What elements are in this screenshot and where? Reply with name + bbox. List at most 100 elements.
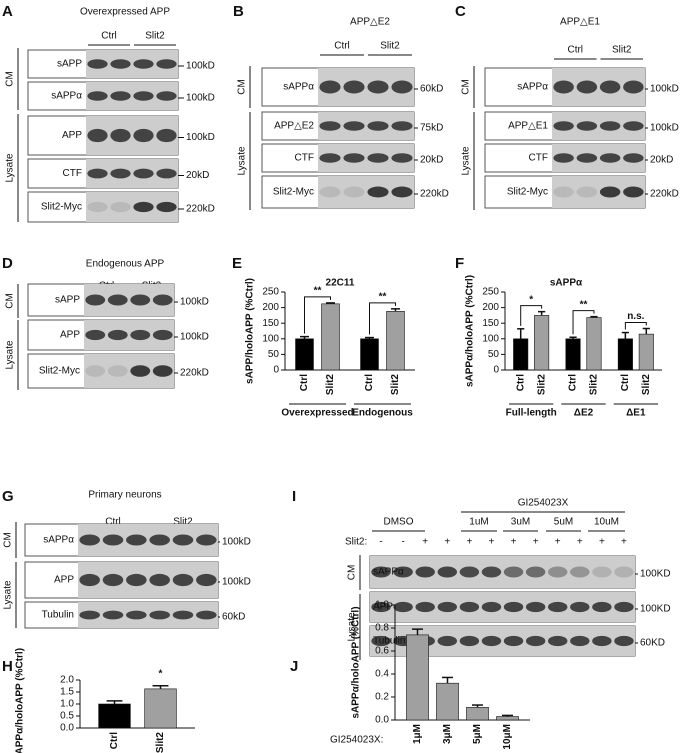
band (319, 153, 341, 163)
bar (513, 338, 529, 371)
slit-sign: + (511, 537, 517, 548)
marker-label: 220kD (650, 189, 679, 200)
significance-bracket (304, 296, 331, 334)
band (599, 153, 621, 163)
band (172, 610, 194, 620)
blot-strip (370, 592, 635, 622)
bar (466, 707, 489, 721)
marker-label: 100kD (186, 61, 215, 72)
y-tick-label: 0.0 (60, 723, 74, 734)
section-label: CM (3, 532, 14, 548)
band (576, 186, 598, 198)
y-tick-label: 100 (482, 333, 499, 344)
band (87, 201, 108, 213)
band (196, 534, 217, 546)
bar (386, 311, 405, 371)
y-tick-label: 0.8 (375, 623, 389, 634)
band (319, 80, 341, 94)
band (85, 365, 106, 377)
band (623, 153, 644, 163)
band (110, 128, 131, 143)
band (133, 59, 154, 69)
band (85, 294, 106, 306)
row-label: sAPPα (517, 82, 548, 93)
significance-bracket (624, 322, 647, 330)
slit-sign: + (599, 537, 605, 548)
y-tick-label: 200 (262, 302, 279, 313)
panel-letter: C (455, 3, 466, 20)
band (592, 601, 612, 613)
y-tick-label: 1.0 (60, 699, 74, 710)
blot-strip (78, 524, 218, 556)
band (152, 329, 173, 341)
bar (496, 716, 519, 721)
bar (406, 634, 429, 721)
bar (586, 317, 602, 371)
bar (565, 338, 581, 371)
panel-letter: E (232, 255, 242, 272)
band (547, 635, 568, 647)
panel-letter: I (292, 488, 296, 505)
band (343, 186, 365, 198)
band (437, 566, 458, 578)
marker-label: 100kD (186, 132, 215, 143)
section-label: CM (5, 71, 16, 87)
slit-sign: + (577, 537, 583, 548)
band (110, 201, 131, 213)
group-label: Overexpressed (281, 408, 353, 419)
row-label: APP (54, 575, 74, 586)
band (576, 80, 598, 94)
band (85, 329, 106, 341)
band (599, 121, 621, 131)
band (415, 601, 435, 613)
band (79, 610, 100, 620)
section-label: Lysate (237, 146, 248, 176)
band (459, 635, 480, 647)
y-axis-label: sAPPα/holoAPP (%Ctrl) (351, 606, 362, 718)
band (110, 59, 131, 69)
x-tick-label: Ctrl (515, 374, 526, 391)
y-tick-label: 2.0 (60, 675, 74, 686)
band (391, 121, 413, 131)
band (599, 186, 621, 198)
band (87, 59, 108, 69)
condition-label: DMSO (384, 517, 414, 528)
y-tick-label: 0.6 (375, 646, 389, 657)
blot-title: Endogenous APP (86, 259, 165, 270)
band (553, 80, 574, 94)
band (553, 121, 574, 131)
band (149, 534, 170, 546)
band (576, 121, 598, 131)
band (156, 59, 177, 69)
blot-title: APP△E1 (560, 17, 600, 28)
marker-label: 100KD (640, 569, 671, 580)
band (196, 573, 217, 587)
x-tick-label: 5μM (472, 724, 483, 744)
y-tick-label: 0.0 (375, 715, 389, 726)
row-label: CTF (295, 153, 314, 164)
marker-label: 20kD (650, 155, 673, 166)
y-tick-label: 100 (262, 333, 279, 344)
slit-sign: + (489, 537, 495, 548)
y-tick-label: 0.5 (60, 711, 74, 722)
band (319, 186, 341, 198)
marker-label: 220kD (180, 368, 209, 379)
marker-label: 100kD (186, 93, 215, 104)
band (576, 153, 598, 163)
band (172, 534, 194, 546)
band (343, 153, 365, 163)
condition-label: Slit2 (612, 45, 632, 56)
band (152, 294, 173, 306)
band (391, 153, 413, 163)
bar (144, 688, 177, 729)
marker-label: 100kD (180, 332, 209, 343)
y-tick-label: 0.2 (375, 692, 389, 703)
x-tick-label: Ctrl (364, 374, 375, 391)
x-tick-label: 3μM (442, 724, 453, 744)
row-label: Slit2-Myc (273, 187, 314, 198)
marker-label: 100kD (222, 537, 251, 548)
significance-label: ** (580, 299, 588, 310)
marker-label: 20kD (186, 170, 209, 181)
band (592, 635, 612, 647)
marker-label: 60kD (420, 84, 443, 95)
